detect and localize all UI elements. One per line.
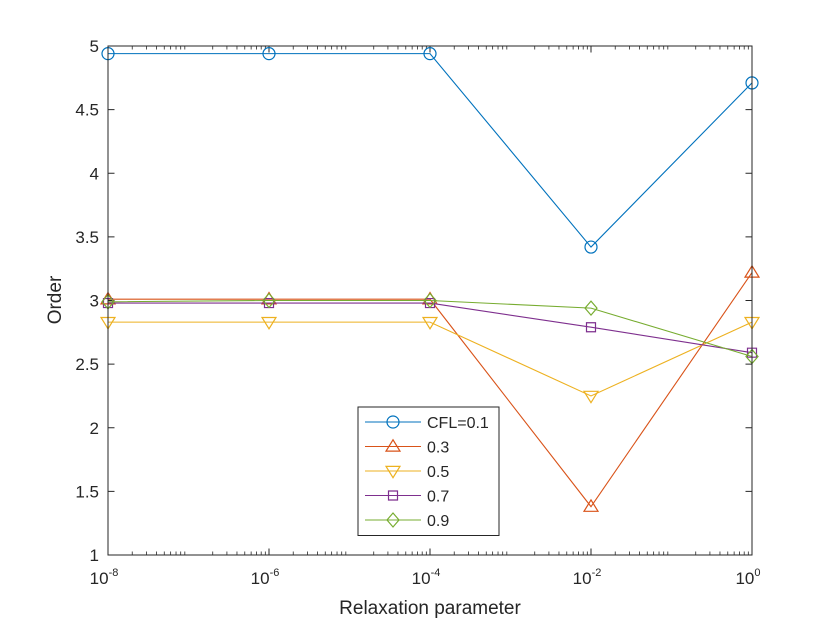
x-tick-base: 10 (90, 569, 109, 588)
x-tick-label: 10-4 (412, 567, 441, 588)
legend-marker (386, 512, 400, 528)
series-layer (99, 47, 761, 512)
series-line-0-9 (107, 299, 753, 358)
data-point-0-9 (423, 292, 437, 309)
legend-entry-label: 0.9 (427, 513, 449, 530)
y-axis-label: Order (45, 275, 66, 324)
y-tick-labels: 1 1.5 2 2.5 3 3.5 4 4.5 5 (75, 37, 99, 565)
legend-marker (386, 415, 400, 429)
series-line-0-3 (108, 272, 753, 508)
legend-marker (384, 465, 402, 479)
data-point-0-7 (263, 297, 275, 309)
legend-entry-label: 0.5 (427, 464, 449, 481)
legend-entry-label: 0.7 (427, 489, 449, 506)
axes-box (107, 45, 753, 556)
y-tick-label: 3 (90, 292, 99, 311)
data-point-0-5 (421, 316, 439, 330)
y-tick-label: 4 (90, 164, 99, 183)
data-point-0-5 (582, 390, 600, 404)
legend: CFL=0.1 0.3 0.5 0.7 0.9 (357, 406, 500, 536)
y-tick-label: 3.5 (75, 228, 99, 247)
x-tick-base: 10 (573, 569, 592, 588)
data-point-0-9 (262, 292, 276, 309)
series-line-0-7 (108, 302, 753, 354)
x-tick-label: 10-8 (90, 567, 119, 588)
x-axis-label: Relaxation parameter (339, 598, 521, 619)
y-tick-label: 2 (90, 419, 99, 438)
x-tick-label: 10-2 (573, 567, 602, 588)
data-point-cfl-0-1 (262, 47, 276, 61)
x-tick-label: 100 (735, 567, 760, 588)
legend-entry-label: 0.3 (427, 440, 449, 457)
legend-entry-label: CFL=0.1 (427, 415, 489, 432)
x-tick-base: 10 (412, 569, 431, 588)
series-line-cfl-0-1 (108, 53, 753, 248)
legend-marker (384, 438, 402, 452)
data-point-0-9 (584, 300, 598, 317)
x-tick-labels: 10-8 10-6 10-4 10-2 100 (90, 567, 761, 588)
x-tick-exponent: -4 (431, 567, 441, 579)
y-tick-label: 4.5 (75, 101, 99, 120)
y-tick-label: 5 (90, 37, 99, 56)
minor-ticks (131, 46, 749, 555)
data-point-0-7 (102, 297, 114, 309)
x-tick-exponent: -6 (270, 567, 280, 579)
x-tick-exponent: 0 (754, 567, 760, 579)
y-tick-label: 1.5 (75, 482, 99, 501)
x-tick-label: 10-6 (251, 567, 280, 588)
data-point-cfl-0-1 (423, 47, 437, 61)
series-line-0-5 (108, 321, 753, 397)
data-point-0-7 (585, 322, 597, 333)
data-point-0-3 (582, 498, 600, 512)
x-tick-exponent: -8 (109, 567, 119, 579)
y-tick-label: 2.5 (75, 355, 99, 374)
x-tick-exponent: -2 (592, 567, 602, 579)
x-tick-base: 10 (735, 569, 754, 588)
data-point-0-7 (424, 297, 436, 309)
y-tick-label: 1 (90, 546, 99, 565)
data-point-0-5 (260, 316, 278, 330)
x-tick-base: 10 (251, 569, 270, 588)
legend-marker (387, 490, 399, 501)
data-point-cfl-0-1 (584, 240, 598, 254)
